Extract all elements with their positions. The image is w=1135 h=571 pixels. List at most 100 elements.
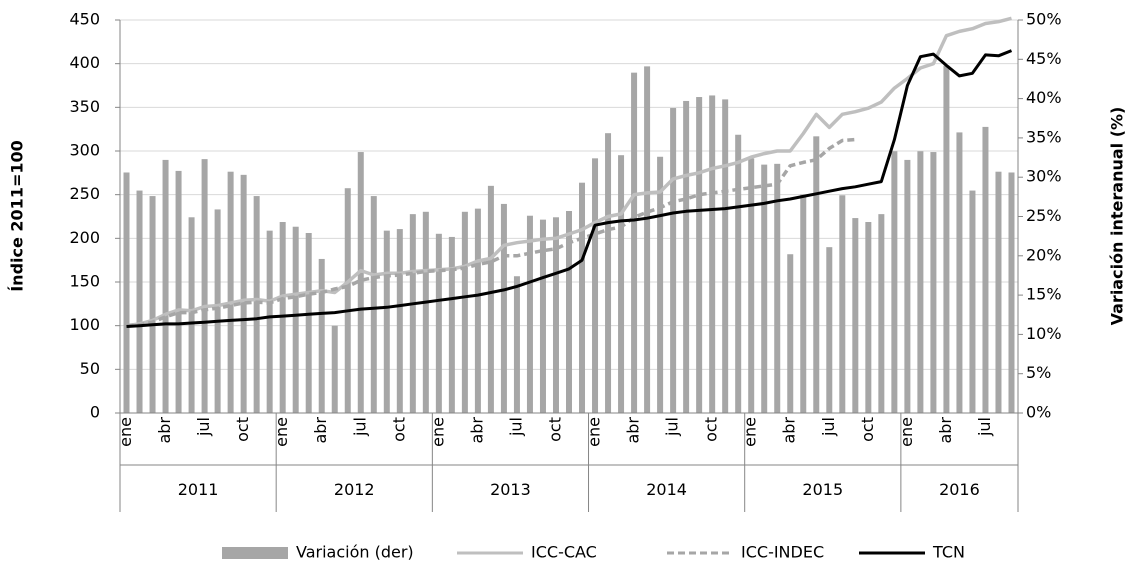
bar bbox=[500, 203, 507, 413]
bar bbox=[839, 195, 846, 413]
year-label: 2012 bbox=[334, 480, 375, 499]
bar bbox=[631, 72, 638, 414]
line-series bbox=[126, 137, 856, 328]
x-tick-label: abr bbox=[155, 417, 174, 444]
bar bbox=[605, 133, 612, 413]
bar bbox=[891, 151, 898, 413]
y-tick-label: 250 bbox=[69, 184, 100, 203]
bar bbox=[592, 158, 599, 413]
y2-tick-label: 40% bbox=[1026, 88, 1062, 107]
x-tick-label: oct bbox=[389, 417, 408, 442]
x-tick-label: jul bbox=[194, 417, 213, 437]
bar bbox=[930, 152, 937, 413]
bar bbox=[422, 211, 429, 413]
year-label: 2014 bbox=[646, 480, 687, 499]
bar bbox=[1008, 172, 1015, 413]
bar bbox=[266, 230, 273, 413]
bar bbox=[435, 233, 442, 413]
x-tick-label: ene bbox=[897, 417, 916, 447]
bar bbox=[396, 229, 403, 413]
y2-tick-label: 10% bbox=[1026, 324, 1062, 343]
legend-label: ICC-INDEC bbox=[741, 543, 824, 562]
x-tick-label: oct bbox=[702, 417, 721, 442]
y-tick-label: 150 bbox=[69, 272, 100, 291]
x-tick-label: jul bbox=[975, 417, 994, 437]
y2-tick-label: 35% bbox=[1026, 127, 1062, 146]
bar bbox=[305, 233, 312, 413]
bar bbox=[136, 190, 143, 413]
bar bbox=[123, 172, 130, 413]
bar bbox=[579, 182, 586, 413]
bar bbox=[969, 190, 976, 413]
x-tick-label: ene bbox=[741, 417, 760, 447]
x-tick-label: abr bbox=[624, 417, 643, 444]
bar bbox=[240, 174, 247, 413]
legend-label: TCN bbox=[932, 543, 965, 562]
bar bbox=[878, 214, 885, 413]
legend-label: Variación (der) bbox=[296, 543, 414, 562]
bar bbox=[539, 219, 546, 413]
bar bbox=[761, 164, 768, 413]
line-series bbox=[126, 16, 1012, 328]
y2-tick-label: 45% bbox=[1026, 49, 1062, 68]
bar bbox=[318, 258, 325, 413]
bar bbox=[331, 325, 338, 413]
bar bbox=[670, 108, 677, 414]
bar bbox=[943, 65, 950, 413]
bar bbox=[800, 194, 807, 413]
bar bbox=[253, 196, 260, 413]
bar bbox=[487, 185, 494, 413]
bar bbox=[409, 214, 416, 413]
bar bbox=[214, 209, 221, 413]
x-tick-label: ene bbox=[116, 417, 135, 447]
bar bbox=[774, 163, 781, 413]
bar bbox=[709, 95, 716, 414]
y2-tick-label: 50% bbox=[1026, 10, 1062, 29]
bar bbox=[370, 196, 377, 413]
x-tick-label: jul bbox=[350, 417, 369, 437]
bar bbox=[357, 152, 364, 413]
bar bbox=[852, 218, 859, 413]
x-tick-label: oct bbox=[233, 417, 252, 442]
bar bbox=[787, 254, 794, 413]
bar bbox=[201, 159, 208, 413]
y2-tick-label: 0% bbox=[1026, 403, 1051, 422]
bar bbox=[175, 170, 182, 413]
bar bbox=[865, 222, 872, 413]
bar bbox=[552, 217, 559, 413]
bar bbox=[657, 156, 664, 413]
x-tick-label: jul bbox=[506, 417, 525, 437]
bar bbox=[722, 99, 729, 414]
y2-tick-label: 5% bbox=[1026, 363, 1051, 382]
x-tick-label: jul bbox=[663, 417, 682, 437]
bar bbox=[813, 136, 820, 413]
bar bbox=[982, 126, 989, 414]
bar bbox=[826, 247, 833, 413]
x-tick-label: jul bbox=[819, 417, 838, 437]
bar bbox=[513, 276, 520, 413]
y2-axis-title: Variación interanual (%) bbox=[1108, 107, 1127, 326]
y-tick-label: 400 bbox=[69, 53, 100, 72]
bar bbox=[474, 208, 481, 413]
x-tick-label: ene bbox=[585, 417, 604, 447]
year-label: 2013 bbox=[490, 480, 531, 499]
bar bbox=[735, 134, 742, 414]
bar bbox=[566, 210, 572, 413]
bar bbox=[292, 226, 299, 413]
x-tick-label: ene bbox=[272, 417, 291, 447]
bar bbox=[344, 188, 351, 413]
bar bbox=[461, 211, 468, 413]
y-tick-label: 300 bbox=[69, 141, 100, 160]
bar bbox=[383, 230, 390, 413]
line-series bbox=[126, 49, 1013, 328]
x-tick-label: ene bbox=[428, 417, 447, 447]
legend-label: ICC-CAC bbox=[531, 543, 597, 562]
y-tick-label: 100 bbox=[69, 315, 100, 334]
y-axis-title: Índice 2011=100 bbox=[8, 140, 27, 292]
bar bbox=[956, 132, 963, 413]
bar bbox=[696, 97, 703, 413]
year-label: 2011 bbox=[178, 480, 219, 499]
bar bbox=[188, 217, 195, 413]
year-label: 2015 bbox=[802, 480, 843, 499]
